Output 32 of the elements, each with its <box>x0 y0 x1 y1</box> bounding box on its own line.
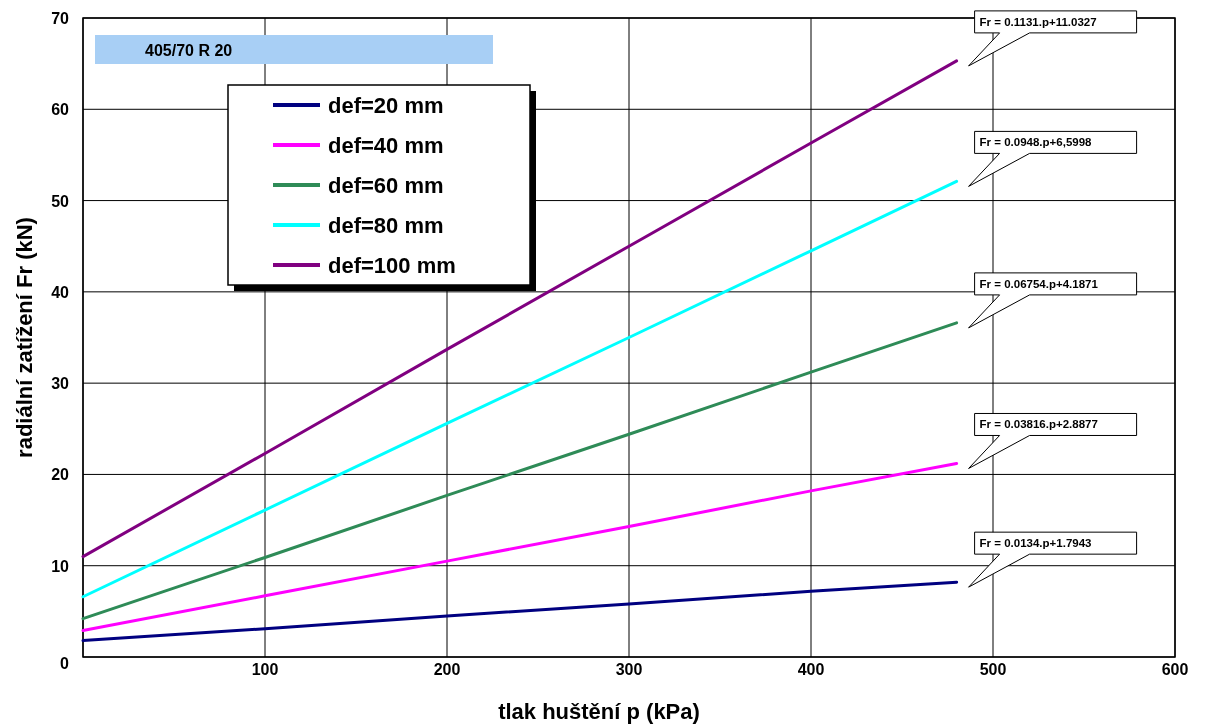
y-tick-label: 20 <box>51 466 70 484</box>
text: 405/70 R 20 <box>145 42 233 59</box>
x-tick-label: 500 <box>979 661 1007 678</box>
x-tick-label: 100 <box>251 661 279 678</box>
legend-label: def=60 mm <box>328 173 444 198</box>
x-tick-label: 200 <box>433 661 461 678</box>
line-series <box>81 321 959 621</box>
y-tick-label: 0 <box>60 655 70 672</box>
y-tick-label: 60 <box>51 101 70 119</box>
legend-label: def=20 mm <box>328 93 444 118</box>
legend-label: def=80 mm <box>328 213 444 238</box>
y-tick-label: 40 <box>51 283 70 301</box>
x-tick-label: 300 <box>615 661 643 678</box>
y-tick-label: 10 <box>51 557 70 575</box>
x-tick-label: 400 <box>797 661 825 678</box>
annotation: Fr = 0.0948.p+6,5998 <box>979 136 1093 149</box>
annotation: Fr = 0.0134.p+1.7943 <box>979 537 1092 550</box>
line-series <box>81 461 959 633</box>
line-series <box>81 580 959 643</box>
y-tick-label: 70 <box>51 10 70 27</box>
annotation: Fr = 0.03816.p+2.8877 <box>979 418 1098 431</box>
annotation: Fr = 0.06754.p+4.1871 <box>979 277 1099 290</box>
legend-label: def=100 mm <box>328 253 456 278</box>
x-axis-title: tlak huštění p (kPa) <box>498 699 700 724</box>
x-tick-label: 600 <box>1161 661 1189 678</box>
line-series <box>81 59 959 559</box>
y-tick-label: 30 <box>51 375 70 393</box>
annotation: Fr = 0.1131.p+11.0327 <box>979 15 1097 28</box>
legend-label: def=40 mm <box>328 133 444 158</box>
y-axis-title: radiální zatížení Fr (kN) <box>12 217 37 458</box>
line-series <box>81 179 959 599</box>
y-tick-label: 50 <box>51 192 70 210</box>
